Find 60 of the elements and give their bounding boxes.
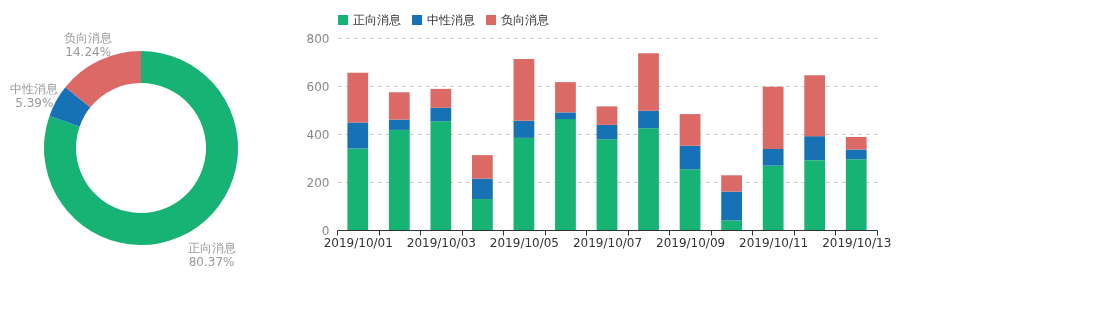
x-tick-label: 2019/10/03 bbox=[406, 235, 476, 250]
bar bbox=[513, 59, 535, 121]
bar bbox=[347, 72, 369, 123]
slice-label: 负向消息 bbox=[64, 31, 113, 46]
y-tick-label: 800 bbox=[306, 31, 330, 46]
bar bbox=[596, 139, 618, 230]
bar bbox=[388, 119, 410, 130]
bar bbox=[762, 148, 784, 166]
bar bbox=[638, 128, 659, 230]
bar bbox=[845, 149, 867, 160]
bar bbox=[804, 160, 826, 230]
bar bbox=[721, 175, 742, 192]
bar bbox=[679, 114, 701, 146]
bar bbox=[472, 155, 493, 179]
x-tick-label: 2019/10/13 bbox=[822, 235, 892, 250]
bar bbox=[430, 121, 452, 230]
bar bbox=[762, 86, 784, 149]
bar bbox=[638, 53, 659, 111]
bar bbox=[721, 191, 742, 221]
bar bbox=[555, 119, 576, 230]
bar bbox=[596, 106, 618, 125]
bar bbox=[721, 220, 742, 230]
x-tick-label: 2019/10/11 bbox=[739, 235, 809, 250]
x-tick-label: 2019/10/09 bbox=[655, 235, 726, 250]
bar bbox=[513, 120, 535, 138]
bar bbox=[596, 124, 618, 140]
bar bbox=[472, 199, 493, 230]
y-tick-label: 400 bbox=[306, 127, 330, 142]
data-label: 5.39% bbox=[15, 95, 54, 110]
bar bbox=[472, 178, 493, 200]
legend-label: 中性消息 bbox=[427, 13, 475, 27]
bar bbox=[388, 129, 410, 230]
slice-label: 中性消息 bbox=[10, 81, 59, 96]
data-label: 14.24% bbox=[65, 45, 112, 60]
bar bbox=[845, 136, 867, 150]
bar bbox=[430, 88, 452, 108]
x-tick-label: 2019/10/05 bbox=[489, 235, 560, 250]
bar bbox=[804, 136, 826, 161]
bar bbox=[679, 145, 701, 170]
bar bbox=[347, 122, 369, 149]
bar bbox=[555, 82, 576, 113]
bar bbox=[347, 148, 369, 230]
bar bbox=[762, 165, 784, 230]
legend-label: 正向消息 bbox=[353, 13, 401, 27]
y-tick-label: 200 bbox=[306, 175, 330, 190]
bar bbox=[430, 107, 452, 122]
bar bbox=[513, 137, 535, 230]
bar bbox=[804, 75, 826, 137]
bar bbox=[679, 169, 701, 230]
bar bbox=[555, 112, 576, 120]
x-tick-label: 2019/10/07 bbox=[572, 235, 643, 250]
y-tick-label: 600 bbox=[306, 79, 330, 94]
bar bbox=[638, 110, 659, 129]
bar bbox=[845, 159, 867, 230]
legend-label: 负向消息 bbox=[501, 13, 549, 27]
y-tick-label: 0 bbox=[321, 223, 330, 238]
data-label: 80.37% bbox=[188, 254, 235, 269]
x-tick-label: 2019/10/01 bbox=[323, 235, 393, 250]
bar bbox=[388, 92, 410, 120]
slice-label: 正向消息 bbox=[187, 240, 236, 255]
